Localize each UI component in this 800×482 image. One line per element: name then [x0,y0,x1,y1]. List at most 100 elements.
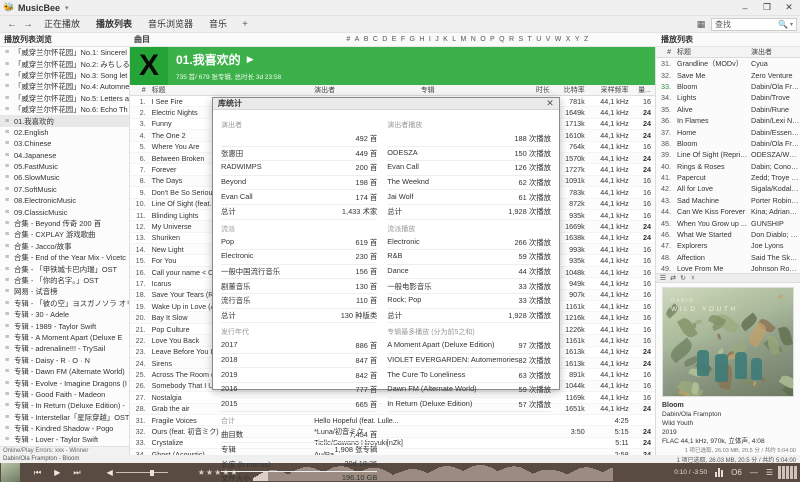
alpha-letter-t[interactable]: T [528,36,533,43]
sidebar-item[interactable]: ≡ 专辑 - Kindred Shadow - Pogo [0,423,129,434]
alpha-letter-w[interactable]: W [555,36,562,43]
minimize-button[interactable]: – [734,0,756,16]
sidebar-item[interactable]: ≡ 专辑 - Evolve - Imagine Dragons (I [0,377,129,388]
alpha-letter-z[interactable]: Z [584,36,589,43]
play-icon[interactable]: ▶ [54,468,60,477]
list-item[interactable]: 48. Affection Said The Sky; ... [656,252,800,263]
list-item[interactable]: 31. Grandline（MODv） Cyua [656,58,800,69]
alpha-letter-r[interactable]: R [509,36,514,43]
app-menu-caret-icon[interactable]: ▾ [65,4,69,12]
alpha-letter-a[interactable]: A [355,36,360,43]
list-item[interactable]: 39. Line Of Sight (Repris...ODESZA/Wynn..… [656,149,800,160]
sidebar-item[interactable]: ≡ 合集 - Beyond 传奇 200 首 [0,218,129,229]
alpha-letter-y[interactable]: Y [575,36,580,43]
col-album[interactable]: 专辑 [418,85,526,95]
sidebar-item[interactable]: ≡ 06.SlowMusic [0,172,129,183]
alpha-letter-p[interactable]: P [490,36,495,43]
repeat-icon[interactable]: ↻ [679,274,687,282]
sidebar-item[interactable]: ≡ 合集 - Jacco/故事 [0,241,129,252]
col-bitdepth[interactable]: 量... [633,85,655,95]
list-item[interactable]: 40.Rings & RosesDabin; Conor B... [656,161,800,172]
sidebar-item[interactable]: ≡ 08.ElectronicMusic [0,195,129,206]
previous-icon[interactable]: ⏮ [34,468,41,478]
repeat-mode-icon[interactable]: O6 [731,468,742,477]
volume-control[interactable]: ◀ [107,468,168,477]
list-item[interactable]: 46. What We Started Don Diablo; St... [656,229,800,240]
grid-view-icon[interactable]: ▦ [691,19,711,30]
tab-now-playing[interactable]: 正在播放 [36,16,88,33]
list-item[interactable]: 45. When You Grow up ... GUNSHIP [656,217,800,228]
next-icon[interactable]: ⏭ [73,468,80,478]
sidebar-item[interactable]: ≡ 「威穿兰尔怀花园」No.2: みちしる [0,58,129,69]
equalizer-icon[interactable] [715,468,723,477]
player-thumbnail[interactable] [1,463,20,482]
col-duration[interactable]: 时长 [526,85,554,95]
list-item[interactable]: 34. Lights Dabin/Trove [656,92,800,103]
list-item[interactable]: 43. Sad Machine Porter Robinson [656,195,800,206]
col-samplerate[interactable]: 采样频率 [589,85,633,95]
list-item[interactable]: 38. Bloom Dabin/Ola Fra... [656,138,800,149]
sidebar-item[interactable]: ≡ 专辑 - In Return (Deluxe Edition) - [0,400,129,411]
shuffle-icon[interactable]: ⇄ [669,274,677,282]
list-item[interactable]: 36. In Flames Dabin/Lexi Nor... [656,115,800,126]
alpha-letter-i[interactable]: I [429,36,431,43]
speaker-icon[interactable]: ◀ [107,468,113,477]
col-bitrate[interactable]: 比特率 [554,85,589,95]
sidebar-item[interactable]: ≡ 07.SoftMusic [0,184,129,195]
alpha-letter-u[interactable]: U [536,36,541,43]
sidebar-item[interactable]: ≡ 合集 - 「你的名字。」OST [0,275,129,286]
alpha-letter-v[interactable]: V [546,36,551,43]
list-item[interactable]: 32. Save Me Zero Venture [656,69,800,80]
playlist-sidebar[interactable]: ≡ 「威穿兰尔怀花园」No.1: Sincerel ≡ 「威穿兰尔怀花园」No.2: … [0,47,130,455]
sidebar-item[interactable]: ≡ 专辑 - Dawn FM (Alternate World) [0,366,129,377]
alpha-letter-#[interactable]: # [346,36,350,43]
alpha-letter-e[interactable]: E [392,36,397,43]
alpha-letter-x[interactable]: X [566,36,571,43]
alpha-letter-b[interactable]: B [364,36,369,43]
list-item[interactable]: 42. All for Love Sigala/Kodaline [656,183,800,194]
sidebar-item[interactable]: ≡ 「威穿兰尔怀花园」No.5: Letters a [0,93,129,104]
back-icon[interactable]: ← [4,19,20,30]
sidebar-item[interactable]: ≡ 专辑 - adrenaline!!! - TrySail [0,343,129,354]
list-item[interactable]: 49. Love From Me Johnson Rodgie [656,263,800,273]
forward-icon[interactable]: → [20,19,36,30]
alpha-letter-l[interactable]: L [452,36,456,43]
list-icon[interactable]: ☰ [659,274,667,282]
play-playlist-icon[interactable]: ▶ [247,54,254,65]
search-caret-icon[interactable]: ▾ [790,21,793,28]
minus-icon[interactable]: — [750,468,758,477]
sidebar-item[interactable]: ≡ 04.Japanese [0,150,129,161]
alphabet-index[interactable]: # A B C D E F G H I J K L M N O P Q R S T U V W X Y Z [280,36,655,43]
queue-rows[interactable]: 31. Grandline（MODv） Cyua 32. Save Me Zero Ven… [656,58,800,273]
list-item[interactable]: 37. Home Dabin/Essenger [656,126,800,137]
sidebar-item[interactable]: ≡ 05.FastMusic [0,161,129,172]
tab-music[interactable]: 音乐 [201,16,235,33]
alpha-letter-n[interactable]: N [471,36,476,43]
col-title[interactable]: 标题 [149,85,311,95]
alpha-letter-g[interactable]: G [410,36,416,43]
sidebar-item[interactable]: ≡ 专辑 - 「彼の空」ヨスガノソラ オリ [0,298,129,309]
alpha-letter-s[interactable]: S [518,36,523,43]
sidebar-item[interactable]: ≡ 「威穿兰尔怀花园」No.6: Echo Th [0,104,129,115]
sidebar-item[interactable]: ≡ 专辑 - Lover - Taylor Swift [0,434,129,445]
add-tab-button[interactable]: + [235,19,255,30]
sidebar-item[interactable]: ≡ 02.English [0,127,129,138]
tracklist-column-header[interactable]: # 标题 演出者 专辑 时长 比特率 采样频率 量... [130,85,655,96]
sidebar-item[interactable]: ≡ 03.Chinese [0,138,129,149]
close-button[interactable]: ✕ [778,0,800,16]
sidebar-item[interactable]: ≡ 「威穿兰尔怀花园」No.3: Song let [0,70,129,81]
sidebar-item[interactable]: ≡ 01.我喜欢的 [0,115,129,126]
maximize-button[interactable]: ❐ [756,0,778,16]
sidebar-item[interactable]: ≡ 「威穿兰尔怀花园」No.1: Sincerel [0,47,129,58]
alpha-letter-q[interactable]: Q [499,36,505,43]
sidebar-item[interactable]: ≡ 09.ClassicMusic [0,206,129,217]
alpha-letter-h[interactable]: H [419,36,424,43]
search-input[interactable]: 查找 🔍 ▾ [711,18,797,31]
tab-music-explorer[interactable]: 音乐浏览器 [140,16,201,33]
sidebar-item[interactable]: ≡ 网易 - 试音榜 [0,286,129,297]
alpha-letter-o[interactable]: O [480,36,486,43]
alpha-letter-f[interactable]: F [401,36,406,43]
dialog-close-icon[interactable]: ✕ [541,98,559,109]
sidebar-item[interactable]: ≡ 合集 - CXPLAY 游戏歌曲 [0,229,129,240]
list-item[interactable]: 41. Papercut Zedd; Troye Si... [656,172,800,183]
